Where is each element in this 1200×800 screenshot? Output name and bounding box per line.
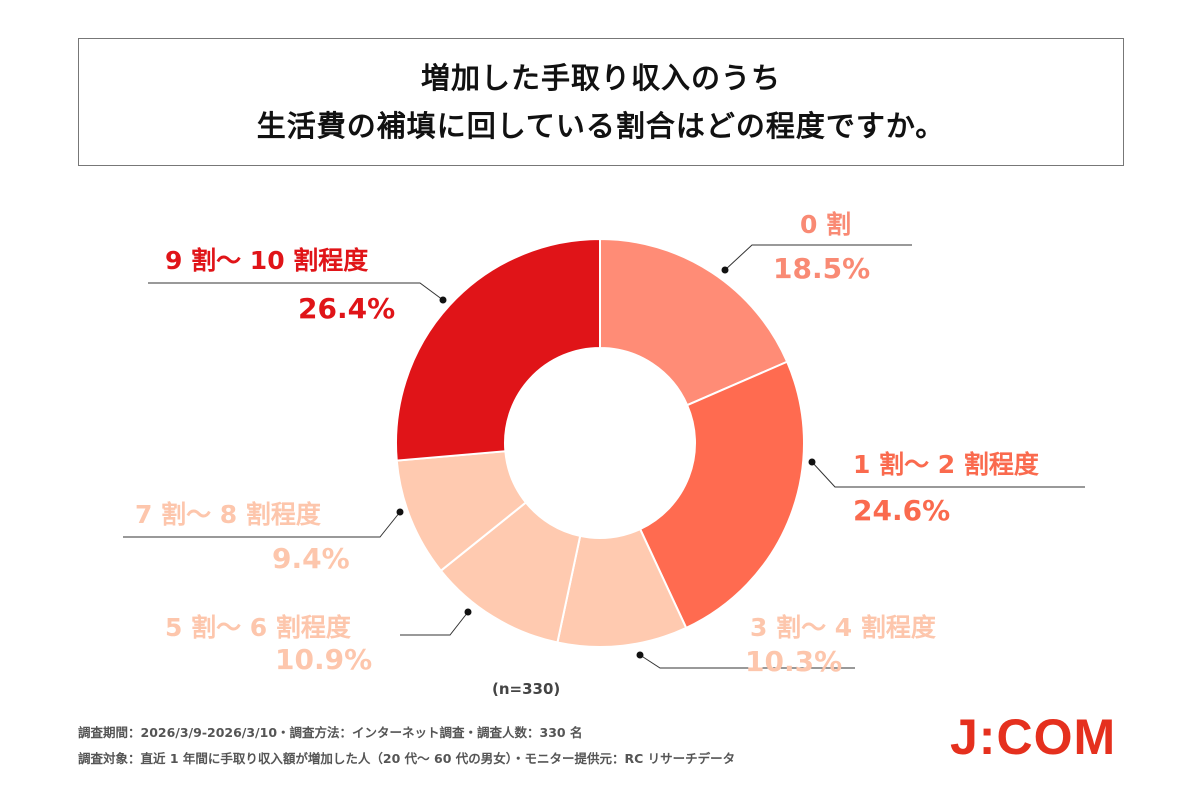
- label-3: 5 割～ 6 割程度: [165, 613, 351, 642]
- value-5: 26.4%: [298, 292, 396, 325]
- sample-size-note: (n=330): [492, 680, 561, 698]
- footer-line-2: 調査対象：直近 1 年間に手取り収入額が増加した人（20 代～ 60 代の男女）…: [78, 751, 736, 766]
- value-2: 10.3%: [745, 645, 843, 678]
- leader-dot-4: [396, 508, 404, 516]
- chart-title: 増加した手取り収入のうち 生活費の補填に回している割合はどの程度ですか。: [78, 38, 1124, 166]
- leader-dot-3: [464, 608, 472, 616]
- label-1: 1 割～ 2 割程度: [853, 450, 1039, 479]
- jcom-logo: J:COM: [950, 709, 1117, 765]
- value-3: 10.9%: [275, 643, 373, 676]
- leader-line-1: [811, 461, 1085, 488]
- slice-0: [599, 237, 789, 407]
- leader-line-0: [724, 244, 912, 271]
- leader-line-3: [400, 611, 469, 636]
- label-5: 9 割～ 10 割程度: [165, 246, 369, 275]
- label-2: 3 割～ 4 割程度: [750, 613, 936, 642]
- leader-line-2: [639, 654, 855, 669]
- leader-line-4: [123, 511, 401, 538]
- slice-1: [638, 360, 805, 630]
- footer-line-1: 調査期間：2026/3/9-2026/3/10・調査方法：インターネット調査・調…: [78, 725, 583, 740]
- leader-dot-1: [808, 458, 816, 466]
- value-4: 9.4%: [272, 542, 350, 575]
- value-1: 24.6%: [853, 494, 951, 527]
- value-0: 18.5%: [773, 252, 871, 285]
- leader-line-5: [148, 282, 444, 301]
- title-line-1: 増加した手取り収入のうち: [420, 61, 781, 95]
- leader-dot-2: [636, 651, 644, 659]
- slice-5: [395, 237, 601, 462]
- label-4: 7 割～ 8 割程度: [135, 500, 321, 529]
- label-0: 0 割: [800, 210, 852, 239]
- title-line-2: 生活費の補填に回している割合はどの程度ですか。: [256, 109, 946, 143]
- leader-dot-0: [721, 266, 729, 274]
- leader-dot-5: [439, 296, 447, 304]
